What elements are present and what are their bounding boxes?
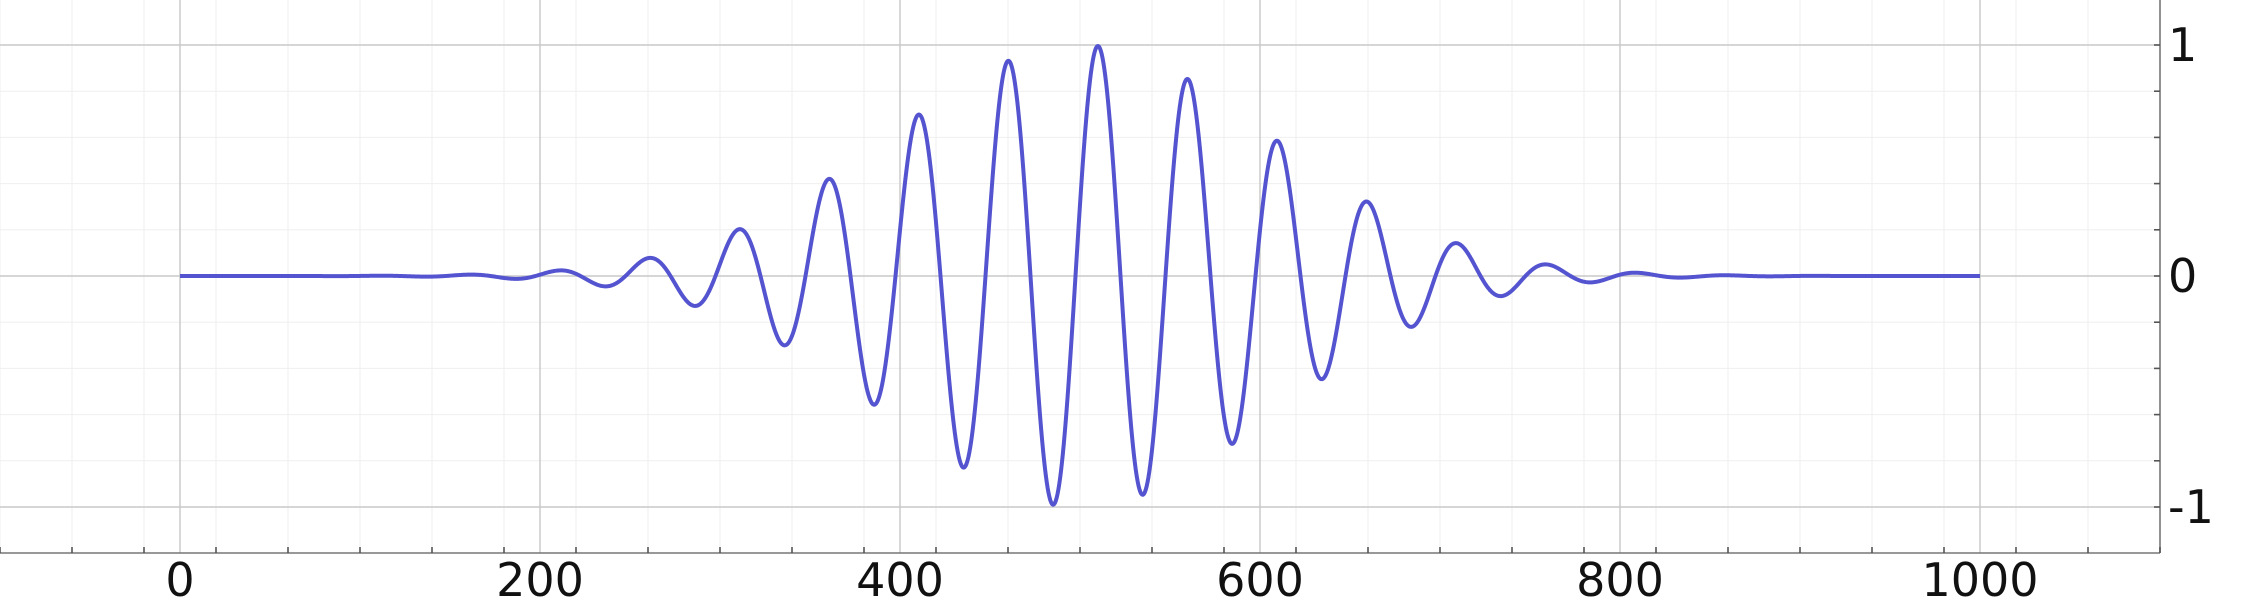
x-tick-label: 400 [856, 553, 944, 600]
x-tick-label: 800 [1576, 553, 1664, 600]
x-tick-label: 0 [165, 553, 194, 600]
x-tick-label: 1000 [1921, 553, 2038, 600]
y-tick-label: 1 [2168, 18, 2197, 72]
y-axis-ticks: 1 0 -1 [2168, 18, 2214, 534]
y-tick-label: 0 [2168, 249, 2197, 303]
y-tick-label: -1 [2168, 480, 2214, 534]
x-tick-label: 200 [496, 553, 584, 600]
series-layer [178, 44, 1982, 507]
axes [0, 0, 2161, 554]
series-line [178, 44, 1982, 507]
x-tick-label: 600 [1216, 553, 1304, 600]
x-axis-ticks: 0 200 400 600 800 1000 [165, 553, 2038, 600]
